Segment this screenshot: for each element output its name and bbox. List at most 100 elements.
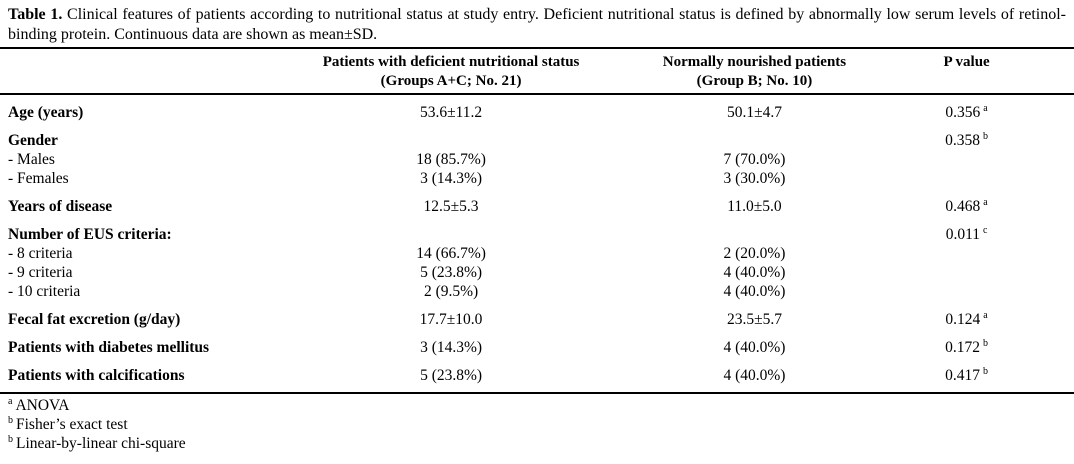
footnote-text: Fisher’s exact test bbox=[16, 416, 128, 433]
footnote-superscript: b bbox=[8, 414, 13, 426]
p-value-cell: 0.011 c bbox=[859, 225, 1074, 244]
p-value-superscript: b bbox=[983, 130, 988, 142]
table-row: Patients with diabetes mellitus 3 (14.3%)… bbox=[0, 338, 1074, 357]
table-row: - Males 18 (85.7%) 7 (70.0%) bbox=[0, 150, 1074, 169]
column-header-1: Patients with deficient nutritional stat… bbox=[252, 53, 649, 91]
p-value-number: 0.468 bbox=[945, 198, 981, 215]
row-label-cell: - 9 criteria bbox=[8, 264, 73, 281]
p-value-cell: 0.172 b bbox=[859, 338, 1074, 357]
table-top-rule bbox=[0, 47, 1074, 49]
column-header-1-sublabel: (Groups A+C; No. 21) bbox=[380, 73, 522, 89]
footnote-superscript: a bbox=[8, 395, 13, 407]
row-label-cell: Patients with diabetes mellitus bbox=[8, 339, 210, 356]
column-header-0 bbox=[0, 53, 252, 91]
row-label-cell: - Females bbox=[8, 170, 69, 187]
deficient-value-cell bbox=[252, 225, 649, 244]
table-row: - 10 criteria 2 (9.5%) 4 (40.0%) bbox=[0, 282, 1074, 301]
nourished-value-cell: 3 (30.0%) bbox=[723, 170, 786, 187]
table-row: - 9 criteria 5 (23.8%) 4 (40.0%) bbox=[0, 263, 1074, 282]
p-value-cell: 0.356 a bbox=[859, 103, 1074, 122]
table-bottom-rule bbox=[0, 392, 1074, 394]
column-header-1-label: Patients with deficient nutritional stat… bbox=[322, 54, 580, 70]
p-value-superscript: a bbox=[983, 309, 988, 321]
p-value-number: 0.124 bbox=[945, 311, 981, 328]
table-header-row: Patients with deficient nutritional stat… bbox=[0, 49, 1074, 93]
p-value-cell: 0.358 b bbox=[859, 131, 1074, 150]
column-header-2-sublabel: (Group B; No. 10) bbox=[696, 73, 813, 89]
footnote-line: a ANOVA bbox=[8, 396, 1066, 415]
row-label-cell: Fecal fat excretion (g/day) bbox=[8, 311, 181, 328]
footnote-line: b Fisher’s exact test bbox=[8, 415, 1066, 434]
table-body: Age (years) 53.6±11.2 50.1±4.7 0.356 a Gender… bbox=[0, 95, 1074, 392]
deficient-value-cell: 17.7±10.0 bbox=[419, 311, 483, 328]
nourished-value-cell bbox=[650, 131, 859, 150]
p-value-cell bbox=[859, 263, 1074, 282]
deficient-value-cell: 2 (9.5%) bbox=[423, 283, 479, 300]
column-header-3-label: P value bbox=[943, 54, 990, 70]
nourished-value-cell: 4 (40.0%) bbox=[723, 264, 786, 281]
row-label-cell: Age (years) bbox=[8, 104, 84, 121]
deficient-value-cell: 18 (85.7%) bbox=[416, 151, 486, 168]
p-value-cell: 0.417 b bbox=[859, 366, 1074, 385]
p-value-superscript: a bbox=[983, 102, 988, 114]
p-value-superscript: b bbox=[983, 365, 988, 377]
column-header-3: P value bbox=[859, 53, 1074, 91]
table-footnotes: a ANOVA b Fisher’s exact test b Linear-by-lin… bbox=[0, 394, 1074, 453]
nourished-value-cell: 4 (40.0%) bbox=[723, 339, 786, 356]
row-label-cell: Number of EUS criteria: bbox=[8, 226, 172, 243]
deficient-value-cell: 5 (23.8%) bbox=[420, 264, 483, 281]
p-value-cell: 0.468 a bbox=[859, 197, 1074, 216]
p-value-superscript: b bbox=[983, 337, 988, 349]
table-row: Fecal fat excretion (g/day) 17.7±10.0 23.5… bbox=[0, 310, 1074, 329]
row-label-cell: - 8 criteria bbox=[8, 245, 73, 262]
deficient-value-cell: 53.6±11.2 bbox=[419, 104, 483, 121]
nourished-value-cell: 11.0±5.0 bbox=[727, 198, 782, 215]
p-value-cell bbox=[859, 169, 1074, 188]
p-value-cell bbox=[859, 150, 1074, 169]
nourished-value-cell bbox=[650, 225, 859, 244]
row-label-cell: Gender bbox=[8, 132, 58, 149]
p-value-number: 0.417 bbox=[945, 367, 980, 384]
table-row: - 8 criteria 14 (66.7%) 2 (20.0%) bbox=[0, 244, 1074, 263]
p-value-number: 0.358 bbox=[945, 132, 980, 149]
table-caption-text: Clinical features of patients according … bbox=[8, 6, 1067, 43]
p-value-number: 0.172 bbox=[945, 339, 980, 356]
table-row: Gender 0.358 b bbox=[0, 131, 1074, 150]
deficient-value-cell bbox=[252, 131, 649, 150]
p-value-number: 0.356 bbox=[945, 104, 981, 121]
deficient-value-cell: 5 (23.8%) bbox=[420, 367, 483, 384]
column-header-2-label: Normally nourished patients bbox=[662, 54, 847, 70]
table-header-rule bbox=[0, 93, 1074, 95]
nourished-value-cell: 7 (70.0%) bbox=[723, 151, 786, 168]
deficient-value-cell: 14 (66.7%) bbox=[416, 245, 486, 262]
nourished-value-cell: 4 (40.0%) bbox=[723, 283, 786, 300]
nourished-value-cell: 23.5±5.7 bbox=[726, 311, 782, 328]
nourished-value-cell: 2 (20.0%) bbox=[723, 245, 786, 262]
p-value-cell bbox=[859, 244, 1074, 263]
p-value-number: 0.011 bbox=[945, 226, 980, 243]
row-label-cell: - 10 criteria bbox=[8, 283, 81, 300]
deficient-value-cell: 12.5±5.3 bbox=[423, 198, 479, 215]
row-label-cell: Years of disease bbox=[8, 198, 113, 215]
p-value-superscript: c bbox=[983, 224, 988, 236]
table-row: - Females 3 (14.3%) 3 (30.0%) bbox=[0, 169, 1074, 188]
deficient-value-cell: 3 (14.3%) bbox=[420, 170, 483, 187]
row-label-cell: - Males bbox=[8, 151, 55, 168]
footnote-text: ANOVA bbox=[15, 397, 70, 414]
p-value-cell: 0.124 a bbox=[859, 310, 1074, 329]
table-row: Patients with calcifications 5 (23.8%) 4 (… bbox=[0, 366, 1074, 385]
table-row: Number of EUS criteria: 0.011 c bbox=[0, 225, 1074, 244]
column-header-2: Normally nourished patients (Group B; No.… bbox=[650, 53, 859, 91]
table-caption-label: Table 1. bbox=[8, 6, 63, 23]
footnote-text: Linear-by-linear chi-square bbox=[16, 435, 186, 452]
deficient-value-cell: 3 (14.3%) bbox=[420, 339, 483, 356]
footnote-line: b Linear-by-linear chi-square bbox=[8, 434, 1066, 453]
p-value-cell bbox=[859, 282, 1074, 301]
table-row: Age (years) 53.6±11.2 50.1±4.7 0.356 a bbox=[0, 103, 1074, 122]
nourished-value-cell: 50.1±4.7 bbox=[726, 104, 782, 121]
nourished-value-cell: 4 (40.0%) bbox=[723, 367, 786, 384]
table-row: Years of disease 12.5±5.3 11.0±5.0 0.468 a bbox=[0, 197, 1074, 216]
footnote-superscript: b bbox=[8, 433, 13, 445]
table-caption: Table 1. Clinical features of patients a… bbox=[0, 0, 1074, 47]
